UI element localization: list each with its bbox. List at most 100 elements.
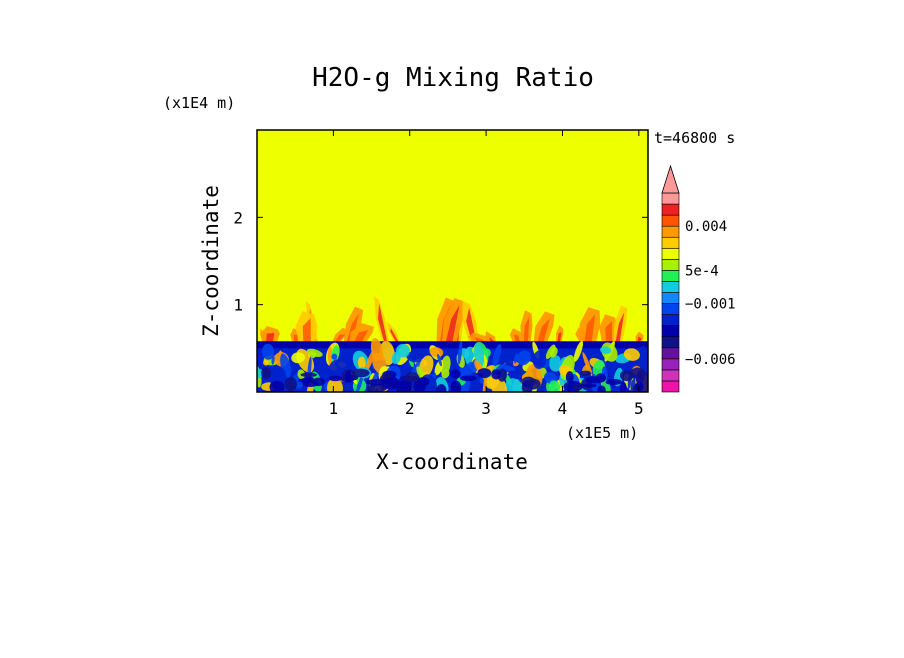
eddy-contour [600, 346, 612, 354]
boundary-layer-cap [257, 341, 648, 349]
near-surface-contour [620, 381, 627, 392]
near-surface-contour [413, 379, 426, 392]
plume-core-contour [446, 304, 460, 342]
near-surface-contour [580, 383, 597, 388]
near-surface-contour [366, 379, 386, 386]
near-surface-contour [565, 371, 574, 383]
eddy-contour [548, 380, 561, 392]
near-surface-contour [328, 375, 343, 382]
y-scale-label: (x1E4 m) [163, 94, 235, 112]
colorbar-band [661, 270, 680, 282]
eddy-contour [517, 350, 531, 366]
colorbar-band [661, 358, 680, 371]
x-tick-label: 3 [481, 399, 491, 418]
eddy-contour [257, 368, 264, 379]
near-surface-contour [284, 377, 297, 392]
colorbar-extend-arrow [661, 164, 680, 194]
plot-frame [256, 129, 649, 393]
eddy-contour [573, 340, 584, 362]
colorbar-band [661, 259, 680, 271]
eddy-contour [582, 352, 593, 377]
colorbar-band [661, 203, 680, 216]
eddy-contour [396, 343, 410, 358]
near-surface-contour [352, 368, 370, 378]
x-tick-label: 4 [558, 399, 568, 418]
near-surface-contour [573, 382, 581, 392]
eddy-contour [262, 343, 275, 360]
eddy-layer [257, 338, 648, 392]
plume-core-contour [615, 312, 625, 342]
near-surface-contour [269, 380, 285, 392]
eddy-contour [263, 360, 269, 366]
x-scale-label: (x1E5 m) [566, 424, 638, 442]
y-tick-label: 2 [233, 208, 243, 227]
plume-layer [260, 296, 644, 342]
near-surface-contour [525, 378, 541, 390]
plume-core-contour [346, 313, 359, 342]
plume-contour [467, 332, 490, 342]
plume-contour [509, 328, 523, 342]
plume-core-contour [390, 328, 399, 342]
colorbar-band [661, 347, 680, 360]
near-surface-contour [436, 384, 447, 392]
plume-core-contour [637, 336, 642, 342]
near-surface-contour [641, 373, 648, 384]
eddy-contour [327, 346, 333, 366]
eddy-contour [306, 348, 323, 357]
eddy-contour [291, 352, 306, 364]
colorbar-band [661, 214, 680, 227]
near-surface-contour [382, 377, 401, 390]
y-axis: 12 [233, 208, 648, 315]
plume-core-contour [354, 330, 369, 342]
near-surface-contour [302, 380, 319, 388]
eddy-contour [365, 350, 375, 371]
colorbar-band [661, 236, 680, 249]
eddy-contour [309, 354, 325, 377]
y-axis-label: Z-coordinate [199, 185, 223, 337]
plume-core-contour [334, 334, 346, 342]
colorbar-label: 5e-4 [685, 263, 719, 279]
plume-core-contour [605, 321, 613, 342]
near-surface-contour [597, 385, 606, 392]
colorbar-label: −0.001 [685, 297, 736, 313]
eddy-contour [545, 344, 556, 359]
eddy-contour [498, 364, 516, 371]
near-surface-contour [630, 367, 645, 379]
colorbar-band [661, 380, 680, 393]
eddy-contour [429, 347, 444, 358]
eddy-contour [328, 359, 346, 379]
near-surface-contour [579, 370, 592, 376]
colorbar-label: −0.006 [685, 352, 736, 368]
eddy-contour [331, 353, 338, 360]
eddy-contour [512, 379, 522, 392]
near-surface-contour [477, 368, 492, 379]
x-tick-label: 1 [329, 399, 339, 418]
colorbar-band [661, 369, 680, 382]
eddy-contour [513, 353, 519, 364]
colorbar-band [661, 336, 680, 349]
near-surface-contour [345, 370, 352, 383]
colorbar-band [661, 192, 680, 205]
eddy-contour [459, 384, 468, 391]
plume-contour [386, 321, 400, 342]
plume-core-contour [293, 334, 298, 342]
near-surface-contour [450, 380, 462, 392]
plume-core-contour [302, 318, 311, 342]
plume-core-contour [474, 336, 485, 342]
eddy-contour [406, 351, 423, 363]
eddy-contour [548, 355, 563, 372]
plume-core-contour [523, 317, 530, 342]
eddy-contour [532, 350, 547, 369]
colorbar-band [661, 292, 680, 304]
eddy-contour [492, 344, 502, 367]
near-surface-contour [491, 369, 501, 380]
chart-title: H2O-g Mixing Ratio [312, 63, 594, 93]
plume-contour [635, 331, 644, 342]
colorbar-band [661, 314, 680, 326]
near-surface-contour [405, 372, 419, 383]
x-tick-label: 2 [405, 399, 415, 418]
plume-contour [332, 327, 349, 342]
eddy-contour [457, 341, 463, 365]
x-tick-label: 5 [634, 399, 644, 418]
